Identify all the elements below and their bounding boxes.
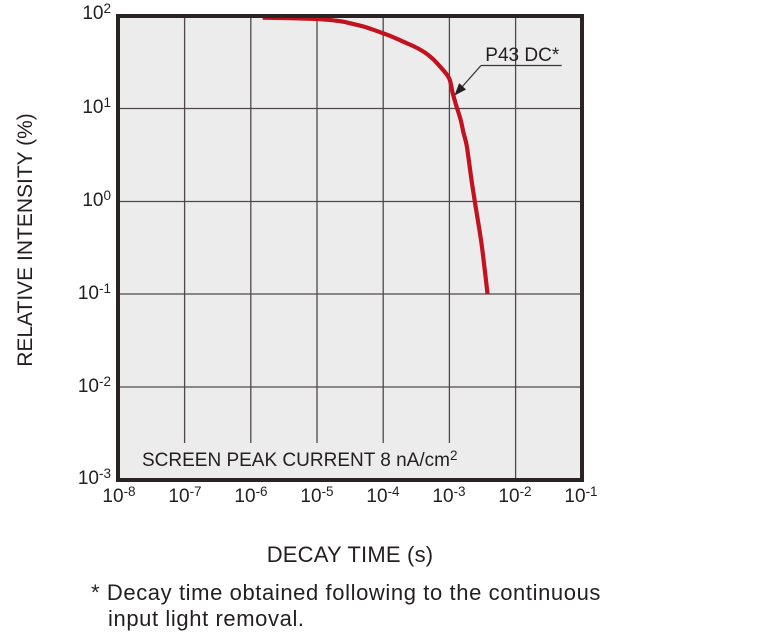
svg-text:P43 DC*: P43 DC* [485, 45, 560, 66]
